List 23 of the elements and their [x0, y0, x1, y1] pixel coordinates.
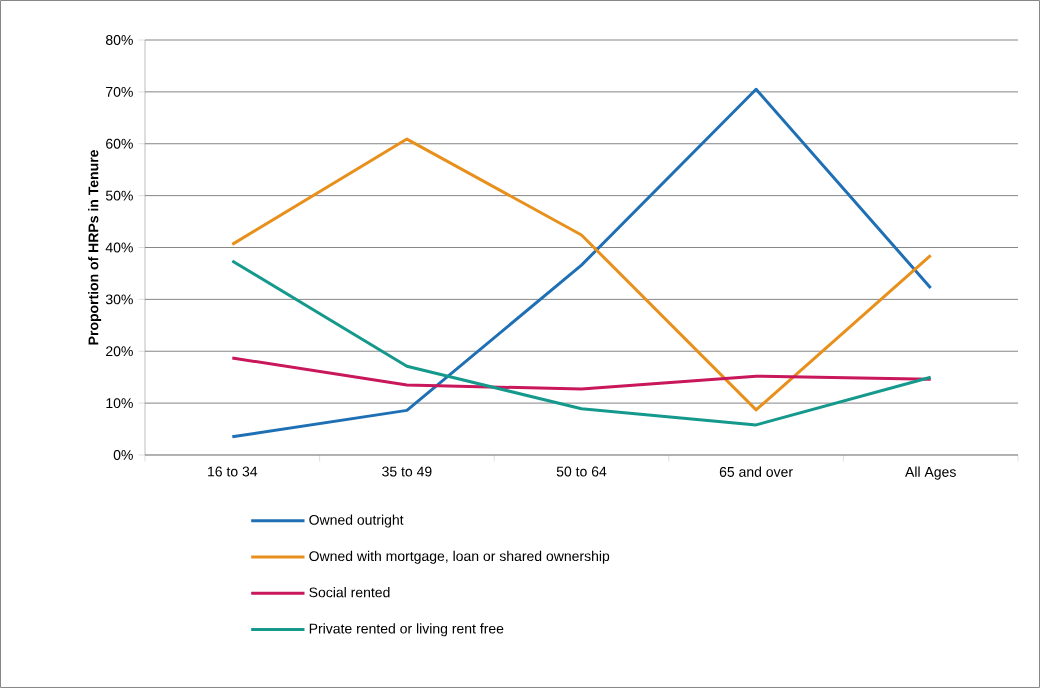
legend-label: Owned with mortgage, loan or shared ownership: [309, 550, 610, 564]
x-tick-label: All Ages: [905, 466, 956, 480]
x-tick-label: 16 to 34: [208, 466, 258, 477]
y-tick-label: 10%: [106, 398, 133, 409]
x-tick-label: 35 to 49: [382, 466, 432, 477]
line-series: [230, 137, 933, 412]
y-tick-label: 70%: [106, 86, 133, 97]
line-series: [230, 259, 933, 427]
legend-label: Social rented: [309, 587, 390, 598]
legend-label: Owned outright: [309, 514, 404, 528]
y-tick-label: 40%: [105, 242, 133, 253]
y-tick-label: 20%: [106, 346, 133, 357]
y-tick-label: 80%: [105, 35, 133, 45]
legend-label: Private rented or living rent free: [309, 623, 504, 637]
line-series: [230, 356, 933, 391]
x-tick-label: 65 and over: [719, 466, 793, 477]
x-tick-label: 50 to 64: [556, 466, 607, 477]
y-axis-title: Proportion of HRPs in Tenure: [88, 150, 102, 345]
y-tick-label: 60%: [106, 138, 133, 149]
line-series: [230, 87, 933, 439]
y-tick-label: 0%: [113, 450, 133, 460]
y-tick-label: 50%: [105, 190, 133, 201]
y-tick-label: 30%: [105, 294, 133, 305]
